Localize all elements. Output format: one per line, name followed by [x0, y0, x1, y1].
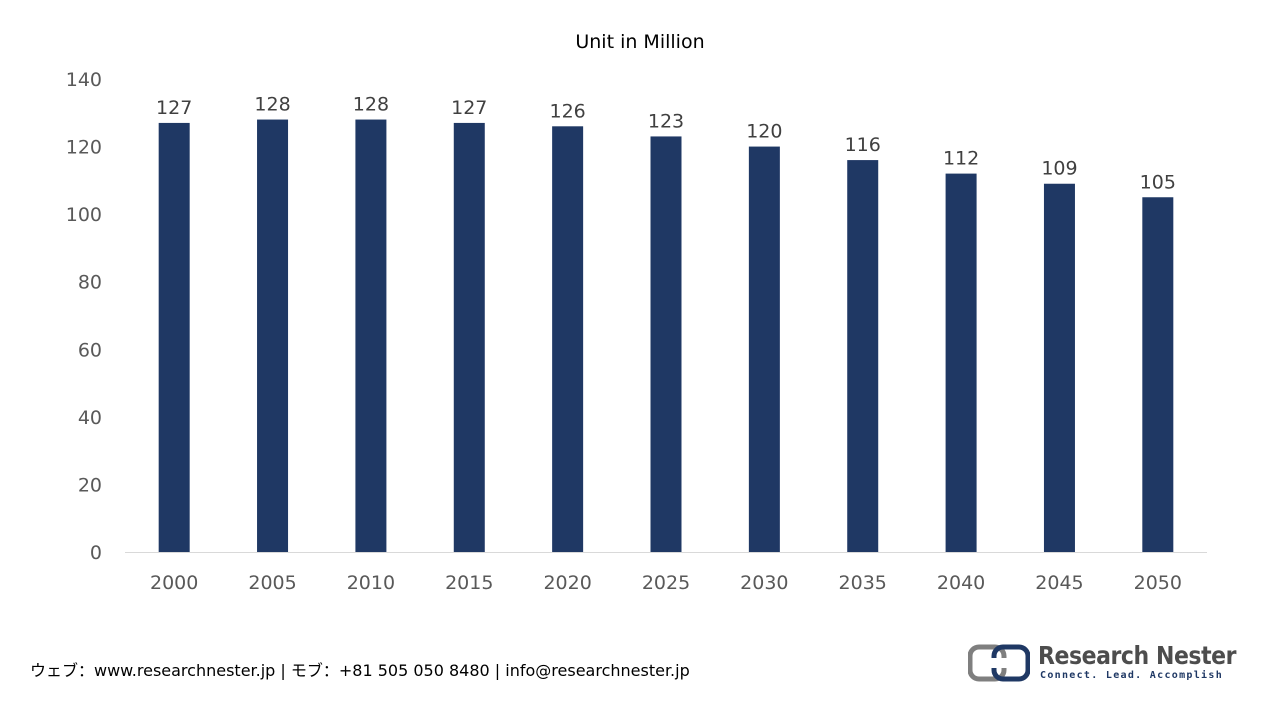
y-tick-label: 40	[78, 407, 102, 429]
bar	[257, 119, 289, 553]
footer-contact: ウェブ：www.researchnester.jp | モブ：+81 505 0…	[30, 661, 690, 680]
y-tick-label: 80	[78, 272, 102, 294]
bar	[453, 122, 485, 553]
x-tick-label: 2035	[839, 572, 887, 594]
x-tick-label: 2025	[642, 572, 690, 594]
data-label: 126	[550, 100, 586, 122]
y-tick-label: 60	[78, 339, 102, 361]
data-label: 128	[353, 94, 389, 116]
y-tick-label: 20	[78, 474, 102, 496]
bar	[748, 146, 780, 553]
x-tick-label: 2000	[150, 572, 198, 594]
data-label: 105	[1140, 171, 1176, 193]
bars	[158, 119, 1174, 553]
y-tick-label: 120	[66, 137, 102, 159]
bar	[650, 136, 682, 552]
logo-icon	[968, 644, 1030, 682]
logo-name: Research Nester	[1038, 641, 1237, 670]
bar	[158, 122, 190, 553]
y-tick-label: 100	[66, 204, 102, 226]
data-label: 120	[746, 121, 782, 143]
bar	[847, 160, 879, 553]
x-tick-label: 2005	[248, 572, 296, 594]
y-tick-label: 0	[90, 542, 102, 564]
data-label: 109	[1041, 158, 1077, 180]
data-label: 112	[943, 148, 979, 170]
bar	[945, 173, 977, 552]
x-tick-label: 2010	[347, 572, 395, 594]
data-label: 127	[451, 97, 487, 119]
bar	[355, 119, 387, 553]
data-label: 128	[254, 94, 290, 116]
bar	[1142, 197, 1174, 552]
data-label: 127	[156, 97, 192, 119]
bar	[1043, 183, 1075, 552]
chart-title: Unit in Million	[575, 31, 704, 53]
x-tick-label: 2020	[543, 572, 591, 594]
x-tick-label: 2030	[740, 572, 788, 594]
y-tick-label: 140	[66, 69, 102, 91]
logo-tagline: Connect. Lead. Accomplish	[1040, 670, 1224, 681]
x-tick-label: 2045	[1035, 572, 1083, 594]
bar	[552, 126, 584, 553]
x-tick-label: 2040	[937, 572, 985, 594]
x-tick-label: 2050	[1134, 572, 1182, 594]
x-axis-tick-labels: 2000 2005 2010 2015 2020 2025 2030 2035 2040 2045…	[150, 572, 1182, 594]
y-axis-tick-labels: 0 20 40 60 80 100 120 140	[66, 69, 102, 564]
x-tick-label: 2015	[445, 572, 493, 594]
research-nester-logo: Research Nester Connect. Lead. Accomplis…	[968, 641, 1236, 686]
data-label: 123	[648, 110, 684, 132]
data-labels: 127 128 128 127 126 123 120 116 112 109 105	[156, 94, 1176, 194]
data-label: 116	[845, 134, 881, 156]
